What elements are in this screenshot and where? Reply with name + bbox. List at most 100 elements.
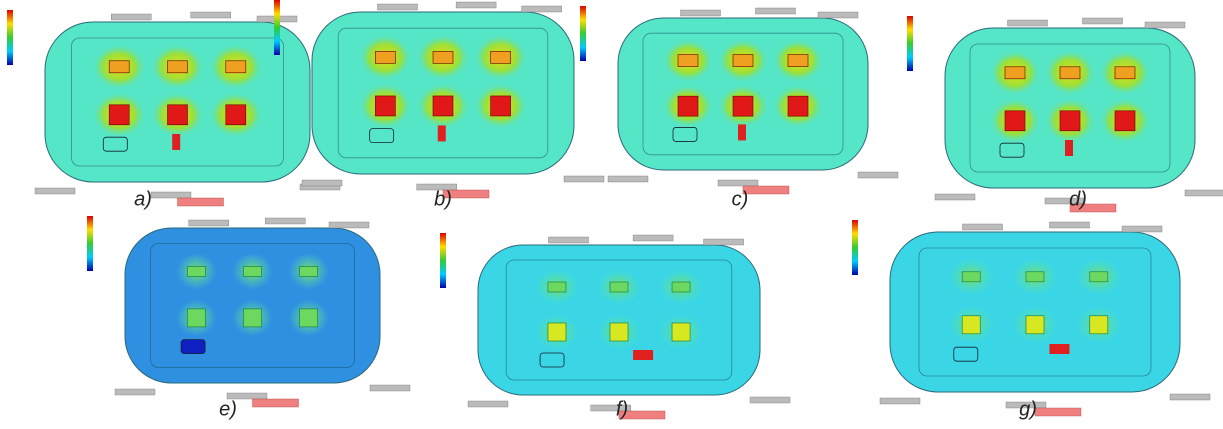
annotation-box [749,396,791,404]
heat-source [1025,315,1045,335]
max-box [1069,203,1117,213]
panel-label: d) [1069,188,1087,210]
hot-component [437,125,446,142]
annotation-box [265,217,306,225]
panel-label: g) [1019,398,1037,420]
heat-source [1059,66,1081,80]
heat-source [375,51,396,64]
panel: d) [907,16,1223,213]
color-bar [907,16,913,71]
heat-source [732,95,754,117]
heat-source [732,54,754,67]
annotation-box [328,221,370,229]
heat-source [1025,271,1045,283]
hot-component [1065,140,1073,156]
heat-source [167,104,188,126]
annotation-box [114,388,156,396]
panel-label: e) [219,398,237,420]
heat-source [609,322,629,342]
plate-inner [969,43,1171,173]
annotation-box [879,397,921,405]
component [102,136,128,152]
panel: e) [87,216,411,420]
annotation-box [703,238,744,246]
annotation-box [590,404,631,412]
annotation-box [301,179,343,187]
panel-label: c) [732,188,749,210]
annotation-box [467,400,509,408]
plate-inner [505,259,733,381]
color-bar [852,220,858,275]
annotation-box [521,5,562,13]
annotation-box [1007,19,1048,27]
annotation-box [190,11,231,19]
panel: g) [852,220,1211,420]
annotation-box [416,183,457,191]
heat-source [609,281,629,293]
annotation-box [1044,197,1086,205]
hot-component [172,134,181,150]
annotation-box [455,1,497,9]
panel: a) [7,10,341,210]
annotation-box [817,11,859,19]
heat-source [547,322,567,342]
heat-source [677,54,699,67]
component [539,352,565,368]
annotation-box [1169,393,1211,401]
panel-label: b) [434,188,452,210]
plate-inner [71,37,284,167]
component [369,128,395,144]
component [953,346,979,362]
color-bar [274,0,280,55]
heat-source [243,266,262,277]
heat-source [787,54,809,67]
heat-source [490,95,511,117]
annotation-box [632,234,674,242]
annotation-box [34,187,76,195]
heat-source [671,281,691,293]
component [672,127,698,142]
heat-source [108,60,130,74]
annotation-box [607,175,649,183]
color-bar [580,6,586,61]
annotation-box [226,392,268,400]
heat-source [225,104,247,126]
heat-source [1089,315,1109,335]
plate-inner [150,243,355,368]
heat-source [1004,110,1026,132]
plate-inner [918,247,1152,377]
annotation-box [755,7,796,15]
color-bar [87,216,93,271]
panel: b) [274,0,605,210]
heat-source [961,271,981,283]
panel: c) [580,6,899,210]
max-box [618,410,666,420]
heat-source [299,308,318,328]
heat-source [677,95,699,117]
annotation-box [1144,21,1186,29]
heat-source [167,60,188,74]
heat-source [787,95,809,117]
annotation-box [369,384,411,392]
annotation-box [857,171,899,179]
heat-source [1004,66,1026,80]
heat-source [432,95,454,117]
annotation-box [934,193,976,201]
max-box [742,185,790,195]
panel-label: f) [616,398,628,420]
heat-source [187,308,206,328]
heat-source [225,60,247,74]
heat-source [108,104,130,126]
color-bar [7,10,13,65]
annotation-box [563,175,605,183]
annotation-box [962,223,1003,231]
heat-source [1114,66,1136,80]
annotation-box [150,191,192,199]
heat-source [299,266,318,277]
annotation-box [1049,221,1090,229]
heat-source [1089,271,1109,283]
annotation-box [111,13,152,21]
hot-component [633,350,654,360]
heat-source [243,308,262,328]
